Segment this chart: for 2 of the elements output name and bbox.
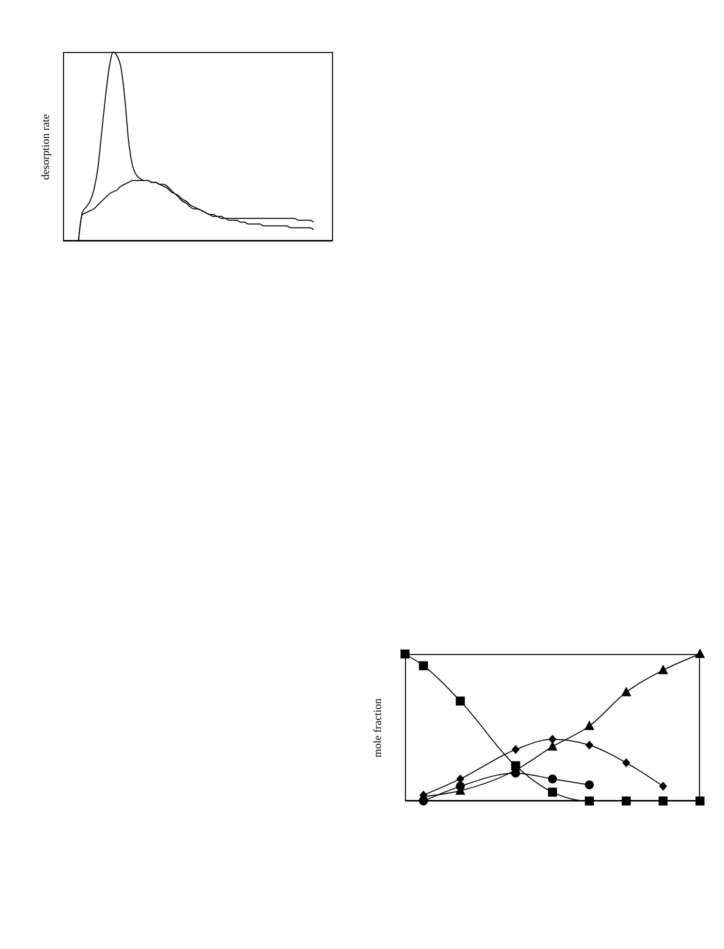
y-axis-title: mole fraction <box>372 698 384 757</box>
y-axis-title: desorption rate <box>40 114 52 180</box>
